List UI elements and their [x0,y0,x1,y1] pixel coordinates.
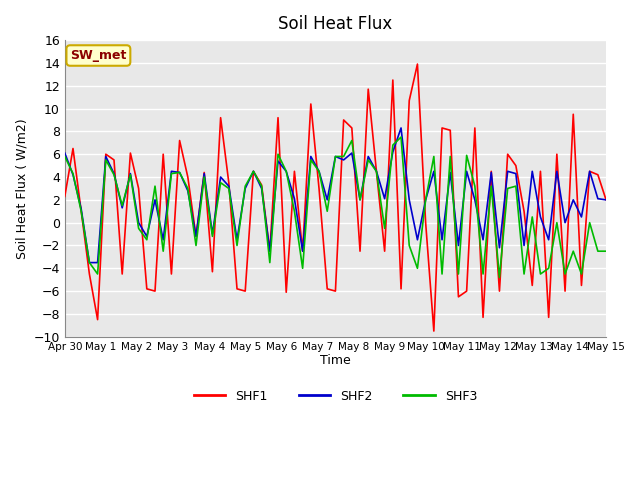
Legend: SHF1, SHF2, SHF3: SHF1, SHF2, SHF3 [189,384,482,408]
SHF1 [282,289,290,295]
SHF3 [282,168,290,174]
SHF3 [397,134,405,140]
SHF1 [102,151,109,157]
SHF3 [495,275,503,280]
SHF1 [61,193,68,199]
SHF3 [61,154,68,159]
SHF3 [479,271,487,277]
SHF2 [315,168,323,174]
SHF3 [307,157,315,163]
SHF1 [570,111,577,117]
SHF2 [110,171,118,177]
Line: SHF1: SHF1 [65,64,606,331]
Text: SW_met: SW_met [70,49,127,62]
Title: Soil Heat Flux: Soil Heat Flux [278,15,392,33]
SHF2 [397,125,405,131]
SHF3 [102,157,109,163]
SHF1 [413,61,421,67]
Line: SHF3: SHF3 [65,137,606,277]
SHF2 [602,197,610,203]
SHF3 [602,248,610,254]
SHF2 [291,196,298,202]
SHF2 [61,150,68,156]
SHF3 [570,248,577,254]
SHF1 [307,101,315,107]
SHF2 [570,197,577,203]
Line: SHF2: SHF2 [65,128,606,263]
SHF2 [488,169,495,175]
Y-axis label: Soil Heat Flux ( W/m2): Soil Heat Flux ( W/m2) [15,118,28,259]
SHF2 [135,220,143,226]
SHF1 [127,150,134,156]
X-axis label: Time: Time [320,354,351,367]
SHF3 [127,172,134,178]
SHF1 [488,168,495,174]
SHF1 [430,328,438,334]
SHF1 [602,197,610,203]
SHF2 [86,260,93,265]
